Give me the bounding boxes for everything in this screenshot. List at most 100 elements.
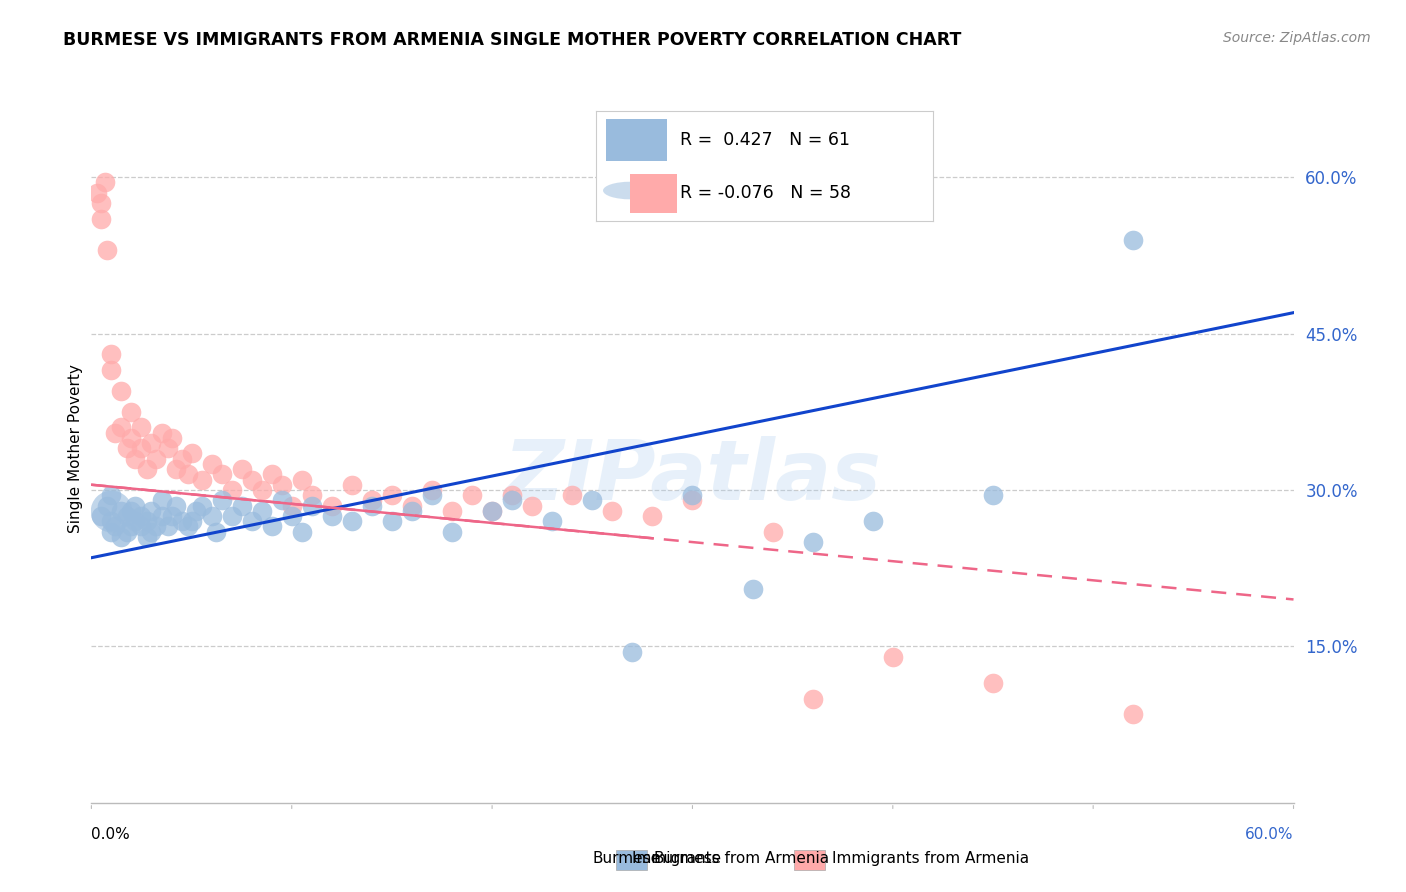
Point [121,519,143,533]
Point [321,499,343,513]
Point [381,488,404,502]
Point [100,514,122,528]
Text: 0.0%: 0.0% [91,827,131,841]
Point [124,514,146,528]
Point [250,504,273,518]
Point [204,524,226,539]
Point [221,483,243,497]
Point [190,499,212,513]
Point [801,535,824,549]
Point [124,451,146,466]
Point [160,508,183,523]
Point [117,524,139,539]
Point [561,488,583,502]
Point [121,431,143,445]
Point [201,508,224,523]
Point [145,519,167,533]
Point [581,493,603,508]
Point [165,462,187,476]
Point [281,499,304,513]
Point [231,462,253,476]
Point [862,514,884,528]
Point [100,347,122,361]
Point [501,493,523,508]
Point [481,504,503,518]
Point [602,504,624,518]
Point [121,504,143,518]
Point [176,467,198,482]
Point [301,488,323,502]
Point [420,488,443,502]
Point [165,499,187,513]
Point [124,499,146,513]
Point [281,508,304,523]
Text: Burmese: Burmese [654,851,721,865]
Point [641,508,664,523]
Point [321,508,343,523]
Point [136,530,159,544]
Point [461,488,484,502]
Point [94,175,117,189]
Text: BURMESE VS IMMIGRANTS FROM ARMENIA SINGLE MOTHER POVERTY CORRELATION CHART: BURMESE VS IMMIGRANTS FROM ARMENIA SINGL… [63,31,962,49]
Text: Immigrants from Armenia: Immigrants from Armenia [633,851,830,865]
Point [100,363,122,377]
Point [1122,707,1144,722]
Point [170,451,193,466]
Point [156,442,179,456]
Point [131,508,153,523]
Point [981,488,1004,502]
Point [96,499,118,513]
Point [100,488,122,502]
Point [360,499,382,513]
Point [90,211,112,226]
Point [240,473,263,487]
Point [270,477,292,491]
Point [141,436,163,450]
Point [100,524,122,539]
Point [440,504,463,518]
Point [86,186,108,200]
Point [260,467,283,482]
Point [150,508,173,523]
Point [156,519,179,533]
Point [762,524,785,539]
Point [401,499,423,513]
Point [96,243,118,257]
Point [176,519,198,533]
Text: ZIPatlas: ZIPatlas [503,436,882,517]
Point [104,519,127,533]
Point [681,488,703,502]
Point [301,499,323,513]
Point [291,524,314,539]
Point [981,676,1004,690]
Y-axis label: Single Mother Poverty: Single Mother Poverty [67,364,83,533]
Point [170,514,193,528]
Point [621,644,644,658]
Point [184,504,207,518]
Point [741,582,763,596]
Point [180,514,202,528]
Point [541,514,564,528]
Point [360,493,382,508]
Point [231,499,253,513]
Point [340,514,363,528]
Point [100,504,122,518]
Point [180,446,202,460]
Point [240,514,263,528]
Point [110,384,132,398]
Point [150,493,173,508]
Point [401,504,423,518]
Point [150,425,173,440]
Point [211,467,233,482]
Point [121,405,143,419]
Point [211,493,233,508]
Point [110,504,132,518]
Text: 60.0%: 60.0% [1246,827,1294,841]
Point [1122,233,1144,247]
Point [270,493,292,508]
Point [522,499,544,513]
Point [104,425,127,440]
Point [131,420,153,434]
Point [190,473,212,487]
Point [291,473,314,487]
